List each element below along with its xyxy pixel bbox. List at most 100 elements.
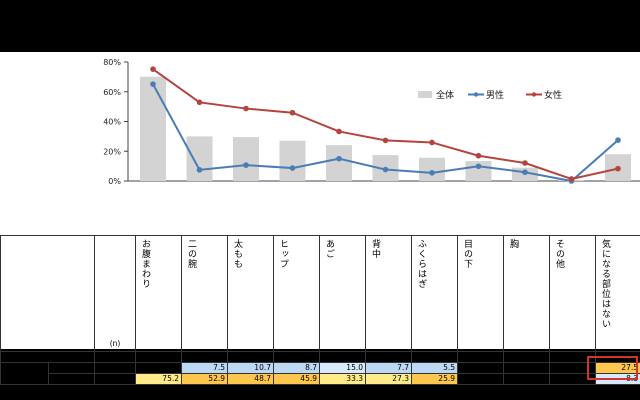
point-男性-6 xyxy=(429,170,435,176)
row-label: 男性 xyxy=(48,362,95,374)
table-cell: 48.7 xyxy=(227,373,274,385)
point-女性-0 xyxy=(150,66,156,72)
table-cell: 7.5 xyxy=(181,362,228,374)
table-cell: 10.7 xyxy=(227,362,274,374)
table-cell: 29.5 xyxy=(227,351,274,363)
table-row: 性別 男性 (505) 65.1 7.5 10.7 8.7 15.0 7.7 5.5 9.9 5.9 0… xyxy=(0,362,640,385)
point-男性-3 xyxy=(289,165,296,171)
table-cell: 9.9 xyxy=(457,362,504,374)
row-group-label: 性別 xyxy=(0,362,49,385)
category-label: 気になる部位はない xyxy=(600,239,610,329)
point-女性-1 xyxy=(196,99,203,106)
legend-label-女性: 女性 xyxy=(544,89,562,101)
table-cell: 15.6 xyxy=(411,351,458,363)
bar-0 xyxy=(140,76,166,181)
category-label: ふくらはぎ xyxy=(416,239,426,289)
table-cell: 52.9 xyxy=(181,373,228,385)
table-cell: 5.9 xyxy=(503,362,550,374)
category-label: 胸 xyxy=(508,239,518,249)
table-cell: 8.7 xyxy=(273,362,320,374)
category-header: ふくらはぎ xyxy=(411,235,458,352)
table-cell: 15.0 xyxy=(319,362,366,374)
category-header: ヒップ xyxy=(273,235,320,352)
table-cell: 70.1 xyxy=(135,351,182,363)
point-男性-0 xyxy=(150,81,156,87)
table-cell: 17.4 xyxy=(365,351,412,363)
table-cell: 12.1 xyxy=(503,373,550,385)
y-tick-label: 0% xyxy=(108,177,121,186)
table-cell: 45.9 xyxy=(273,373,320,385)
table-cell: 7.7 xyxy=(365,362,412,374)
category-label: あご xyxy=(324,239,334,259)
category-label: 目の下 xyxy=(462,239,472,269)
data-table: (n) お腹まわり 二の腕 太もも ヒップ あご 背中 ふくらはぎ 目の下 胸 その他 気になる部位は… xyxy=(0,235,640,385)
bar-3 xyxy=(279,140,306,181)
category-header: 気になる部位はない xyxy=(595,235,640,352)
category-header: 二の腕 xyxy=(181,235,228,352)
point-女性-9 xyxy=(568,176,575,182)
legend-label-男性: 男性 xyxy=(486,89,504,101)
y-tick-label: 40% xyxy=(103,118,121,127)
category-header: その他 xyxy=(549,235,596,352)
point-女性-3 xyxy=(289,109,296,116)
point-女性-6 xyxy=(429,139,435,146)
highlight-box xyxy=(587,356,638,380)
row-n: (495) xyxy=(94,373,136,385)
bar-4 xyxy=(326,145,352,181)
point-男性-7 xyxy=(475,163,482,170)
table-cell: 27.1 xyxy=(273,351,320,363)
category-label: 太もも xyxy=(232,239,242,269)
point-女性-2 xyxy=(243,105,249,112)
legend-marker-男性 xyxy=(473,92,479,97)
point-男性-5 xyxy=(382,166,389,173)
table-cell: 25.9 xyxy=(411,373,458,385)
row-n: (1000) xyxy=(94,351,136,363)
bar-6 xyxy=(419,157,445,181)
legend-marker-女性 xyxy=(531,92,537,97)
row-label: 女性 xyxy=(48,373,95,385)
point-女性-7 xyxy=(475,152,482,159)
table-row: 全体 (1000) 70.1 30.0 29.5 27.1 24.1 17.4 15.6 13.4… xyxy=(0,351,640,363)
category-header: 太もも xyxy=(227,235,274,352)
category-header: 胸 xyxy=(503,235,550,352)
point-男性-8 xyxy=(522,169,528,176)
table-cell: 75.2 xyxy=(135,373,182,385)
bar-1 xyxy=(186,136,213,181)
point-男性-2 xyxy=(243,162,249,168)
category-label: その他 xyxy=(554,239,564,269)
table-cell: 65.1 xyxy=(135,362,182,374)
table-cell: 30.0 xyxy=(181,351,228,363)
category-label: 二の腕 xyxy=(186,239,196,269)
category-label: ヒップ xyxy=(278,239,288,269)
y-tick-label: 80% xyxy=(103,58,121,67)
table-row: 女性 (495) 75.2 52.9 48.7 45.9 33.3 27.3 25.9 17.0 1… xyxy=(1,373,640,385)
category-header: あご xyxy=(319,235,366,352)
table-cell: 33.3 xyxy=(319,373,366,385)
row-n: (505) xyxy=(94,362,136,374)
legend-swatch-全体 xyxy=(418,91,432,98)
table-cell: 13.4 xyxy=(457,351,504,363)
point-男性-10 xyxy=(615,137,621,143)
y-tick-label: 60% xyxy=(103,88,121,97)
bar-7 xyxy=(465,161,492,181)
table-cell: 9.0 xyxy=(503,351,550,363)
category-header: 目の下 xyxy=(457,235,504,352)
category-header: お腹まわり xyxy=(135,235,182,352)
row-group-label: 全体 xyxy=(0,351,95,363)
chart-panel: 0% 20% 40% 60% 80% 全体 男性 女性 (n) お腹まわり 二の腕 太もも ヒップ あご… xyxy=(0,52,640,394)
table-cell: 5.5 xyxy=(411,362,458,374)
legend-label-全体: 全体 xyxy=(436,89,454,101)
table-cell: 17.0 xyxy=(457,373,504,385)
point-女性-4 xyxy=(336,128,342,135)
point-男性-4 xyxy=(336,155,342,162)
table-cell: 24.1 xyxy=(319,351,366,363)
n-header: (n) xyxy=(94,235,136,352)
y-tick-label: 20% xyxy=(103,147,121,156)
point-男性-1 xyxy=(196,167,203,173)
category-label: 背中 xyxy=(370,239,380,259)
header-blank xyxy=(0,235,95,352)
footnote: ※全体で降順ソート xyxy=(130,385,201,394)
point-女性-5 xyxy=(382,137,389,144)
bar-2 xyxy=(233,137,259,181)
point-女性-8 xyxy=(522,160,528,166)
